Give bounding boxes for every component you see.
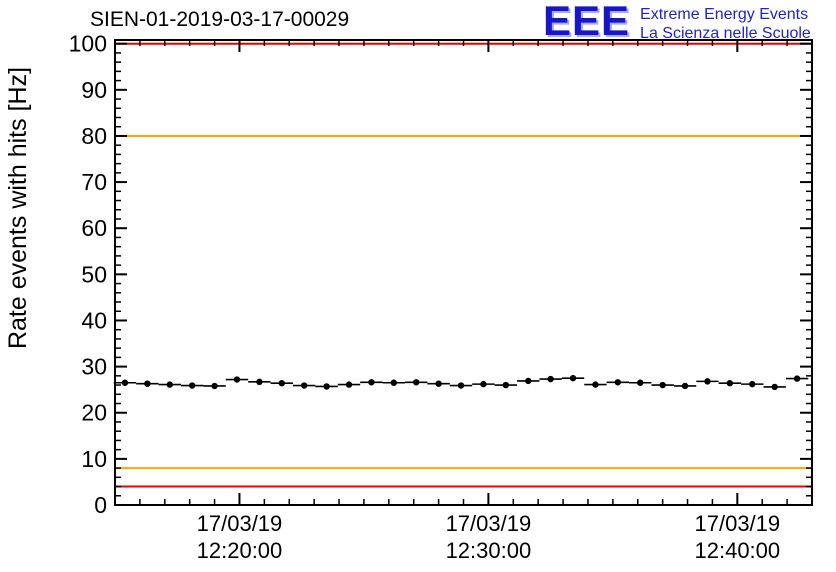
eee-logo-line1: Extreme Energy Events [640, 6, 809, 23]
data-point [390, 379, 397, 386]
data-point [121, 379, 129, 386]
data-point [592, 381, 599, 388]
x-tick-label-date: 17/03/19 [197, 511, 283, 536]
data-series [113, 374, 809, 391]
y-tick-label: 50 [81, 261, 107, 287]
data-point [457, 382, 465, 389]
data-point [569, 374, 577, 382]
y-axis-label: Rate events with hits [Hz] [4, 67, 32, 349]
y-tick-label: 10 [81, 446, 107, 472]
data-point [166, 381, 173, 388]
data-point [323, 383, 330, 390]
x-tick-label-date: 17/03/19 [446, 511, 532, 536]
data-point [726, 380, 734, 387]
y-tick-label: 60 [81, 215, 107, 241]
data-point [681, 382, 689, 390]
data-point [188, 382, 196, 389]
plot-frame [114, 39, 813, 506]
x-tick-label-time: 12:20:00 [197, 538, 283, 563]
eee-logo: EEE Extreme Energy Events La Scienza nel… [543, 0, 811, 44]
data-point [435, 380, 442, 387]
x-tick-label-time: 12:30:00 [446, 538, 532, 563]
data-point [525, 377, 532, 385]
eee-logo-text: Extreme Energy Events La Scienza nelle S… [640, 2, 811, 43]
data-point [413, 379, 420, 386]
data-point [749, 380, 756, 388]
data-point [233, 376, 241, 383]
data-point [659, 381, 666, 389]
data-point [502, 381, 510, 389]
data-point [256, 378, 263, 386]
data-point [345, 381, 353, 388]
data-point [793, 375, 801, 382]
y-tick-label: 40 [81, 307, 107, 333]
eee-logo-acronym: EEE [543, 0, 631, 44]
data-point [480, 380, 487, 388]
data-point [300, 382, 308, 389]
x-tick-label-date: 17/03/19 [695, 511, 781, 536]
data-point [211, 382, 218, 390]
data-point [547, 375, 554, 383]
x-tick-label-time: 12:40:00 [695, 538, 781, 563]
chart-title: SIEN-01-2019-03-17-00029 [90, 8, 350, 31]
y-tick-label: 30 [81, 354, 107, 380]
eee-logo-line2: La Scienza nelle Scuole [640, 25, 811, 42]
data-point [278, 380, 285, 387]
y-tick-label: 100 [69, 31, 107, 57]
data-point [614, 379, 622, 386]
data-point [368, 379, 375, 386]
data-point [771, 383, 778, 391]
data-point [144, 380, 151, 387]
y-tick-label: 0 [94, 492, 107, 518]
data-point [637, 379, 644, 386]
y-tick-label: 90 [81, 77, 107, 103]
y-tick-label: 20 [81, 400, 107, 426]
y-tick-label: 80 [81, 123, 107, 149]
data-point [704, 378, 711, 385]
y-tick-label: 70 [81, 169, 107, 195]
